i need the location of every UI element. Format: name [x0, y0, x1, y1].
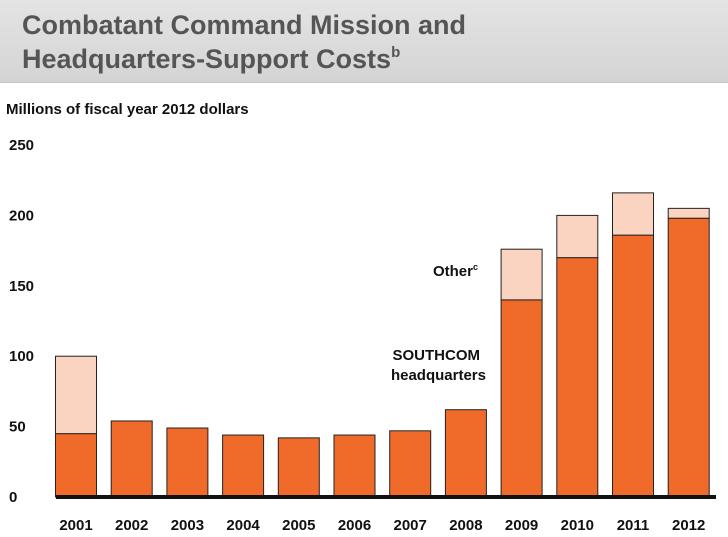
- x-tick-label: 2007: [394, 517, 427, 534]
- x-tick-label: 2010: [561, 517, 594, 534]
- bar-other-2009: [500, 248, 543, 301]
- bar-other-2012: [667, 207, 710, 219]
- y-axis-ticks: 0 50 100 150 200 250: [9, 137, 34, 506]
- x-tick-label: 2009: [505, 517, 538, 534]
- bar-southcom-2010: [556, 257, 599, 498]
- y-tick-label: 100: [9, 348, 34, 365]
- chart-title-line1: Combatant Command Mission and: [22, 10, 467, 40]
- x-tick-label: 2011: [617, 517, 650, 534]
- x-tick-label: 2006: [338, 517, 371, 534]
- x-tick-label: 2004: [226, 517, 260, 534]
- bar-other-2010: [556, 214, 599, 259]
- bar-southcom-2009: [500, 299, 543, 498]
- bar-southcom-2006: [333, 434, 376, 498]
- bar-southcom-2007: [389, 430, 432, 498]
- y-tick-label: 250: [9, 137, 34, 154]
- bar-southcom-2012: [667, 217, 710, 498]
- y-tick-label: 0: [9, 489, 17, 506]
- y-axis-unit-label: Millions of fiscal year 2012 dollars: [6, 101, 249, 118]
- x-tick-label: 2005: [282, 517, 315, 534]
- chart-title-line2: Headquarters-Support Costsb: [22, 44, 401, 74]
- title-bar: Combatant Command Mission and Headquarte…: [0, 0, 728, 83]
- title-footnote-marker: b: [391, 44, 401, 61]
- bar-southcom-2011: [612, 234, 654, 498]
- bar-southcom-2004: [222, 434, 265, 498]
- bar-southcom-2005: [277, 437, 320, 498]
- x-tick-label: 2001: [59, 517, 92, 534]
- bars: [55, 192, 710, 498]
- bar-southcom-2008: [444, 409, 487, 498]
- bar-southcom-2001: [55, 433, 97, 498]
- bar-southcom-2003: [166, 427, 209, 498]
- bar-other-2011: [612, 192, 654, 236]
- x-axis-ticks: 2001 2002 2003 2004 2005 2006 2007 2008 2009 2010…: [59, 517, 705, 534]
- y-tick-label: 50: [9, 419, 26, 436]
- annotation-southcom-line1: SOUTHCOM headquarters: [391, 347, 486, 384]
- x-tick-label: 2008: [449, 517, 482, 534]
- x-tick-label: 2003: [171, 517, 204, 534]
- y-tick-label: 200: [9, 207, 34, 224]
- x-axis-baseline: [56, 495, 716, 499]
- x-tick-label: 2012: [672, 517, 705, 534]
- y-tick-label: 150: [9, 278, 34, 295]
- annotation-other: Otherc: [433, 262, 478, 280]
- bar-southcom-2002: [110, 420, 153, 498]
- x-tick-label: 2002: [115, 517, 148, 534]
- bar-other-2001: [55, 355, 97, 435]
